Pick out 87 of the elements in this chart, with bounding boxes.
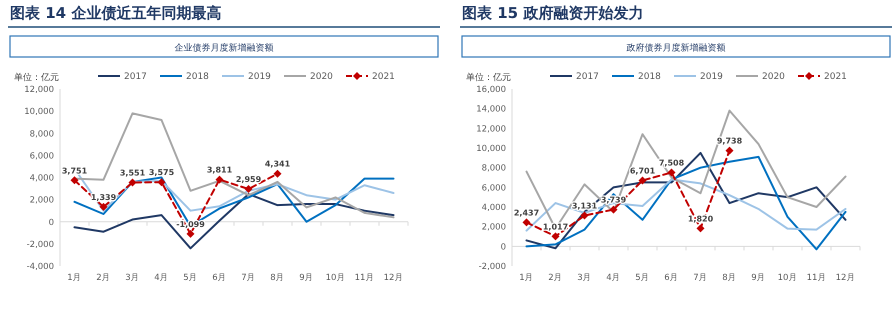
x-tick-label: 10月 [778, 273, 798, 283]
legend-label: 2021 [824, 72, 847, 82]
y-tick-label: 16,000 [476, 85, 506, 95]
y-axis-title: 单位：亿元 [466, 72, 511, 83]
data-label: 9,738 [716, 136, 743, 146]
chart-subtitle: 企业债券月度新增融资额 [174, 42, 274, 54]
legend-label: 2020 [762, 72, 786, 82]
legend-label: 2019 [700, 72, 724, 82]
x-tick-label: 4月 [606, 273, 621, 283]
y-tick-label: 0 [48, 218, 54, 228]
data-label: 3,751 [62, 166, 88, 176]
x-tick-label: 8月 [722, 273, 737, 283]
legend-label: 2021 [372, 72, 395, 82]
point [668, 168, 676, 177]
data-label: 2,959 [236, 175, 262, 184]
data-label: 7,508 [658, 158, 685, 168]
legend-label: 2019 [248, 72, 272, 82]
point [244, 185, 252, 194]
point [158, 178, 166, 186]
x-tick-label: 6月 [664, 273, 679, 283]
data-label: 4,341 [264, 160, 291, 169]
y-tick-label: 2,000 [30, 196, 54, 206]
y-tick-label: 6,000 [30, 151, 54, 162]
point [552, 232, 560, 240]
y-tick-label: 4,000 [482, 203, 506, 213]
x-tick-label: 7月 [693, 273, 708, 283]
data-label: 3,551 [120, 168, 146, 178]
y-tick-label: 8,000 [30, 129, 54, 140]
data-label: 6,701 [630, 166, 656, 176]
legend-label: 2017 [124, 72, 147, 82]
y-tick-label: 12,000 [24, 85, 54, 95]
point [696, 224, 704, 232]
point [726, 146, 734, 155]
point [274, 170, 282, 178]
y-tick-label: 8,000 [482, 164, 506, 174]
data-label: 3,575 [148, 168, 175, 178]
point [186, 230, 194, 238]
x-tick-label: 9月 [751, 273, 766, 283]
x-tick-label: 10月 [326, 273, 346, 283]
legend-label: 2018 [638, 72, 662, 82]
x-tick-label: 2月 [96, 273, 111, 283]
legend-label: 2017 [576, 72, 599, 82]
x-tick-label: 11月 [354, 273, 374, 283]
y-tick-label: 4,000 [30, 174, 54, 184]
x-tick-label: 9月 [299, 273, 314, 283]
point [100, 202, 108, 211]
y-tick-label: 12,000 [476, 124, 506, 134]
data-label: 3,811 [206, 166, 233, 175]
point [128, 178, 136, 186]
y-axis-title: 单位：亿元 [14, 72, 59, 83]
x-tick-label: 4月 [154, 273, 169, 283]
data-label: 2,437 [514, 208, 540, 218]
x-tick-label: 5月 [635, 273, 650, 283]
x-tick-label: 8月 [270, 273, 285, 283]
data-label: 1,017 [542, 222, 568, 232]
x-tick-label: 2月 [548, 273, 563, 283]
x-tick-label: 1月 [519, 273, 534, 283]
y-tick-label: 14,000 [476, 104, 506, 115]
legend-label: 2018 [186, 72, 210, 82]
y-tick-label: -4,000 [26, 262, 54, 272]
x-tick-label: 12月 [836, 273, 856, 283]
x-tick-label: 12月 [384, 273, 404, 283]
y-tick-label: 6,000 [482, 183, 506, 194]
point [610, 206, 618, 214]
chart-subtitle: 政府债券月度新增融资额 [626, 42, 726, 54]
point [216, 176, 224, 184]
point [522, 218, 530, 226]
x-tick-label: 5月 [183, 273, 198, 283]
x-tick-label: 11月 [806, 273, 826, 283]
y-tick-label: -2,000 [478, 262, 506, 272]
chart-title: 图表 14 企业债近五年同期最高 [10, 4, 222, 22]
y-tick-label: 0 [500, 242, 506, 252]
x-tick-label: 7月 [241, 273, 256, 283]
legend-label: 2020 [310, 72, 334, 82]
x-tick-label: 6月 [212, 273, 227, 283]
y-tick-label: 2,000 [482, 222, 506, 233]
y-tick-label: 10,000 [476, 144, 506, 154]
y-tick-label: -2,000 [26, 240, 54, 250]
y-tick-label: 10,000 [24, 107, 54, 118]
x-tick-label: 1月 [67, 273, 82, 283]
point [580, 212, 588, 220]
line-series [74, 193, 394, 250]
chart-title: 图表 15 政府融资开始发力 [462, 4, 644, 22]
point [638, 176, 646, 184]
x-tick-label: 3月 [577, 273, 592, 283]
point [70, 176, 78, 184]
x-tick-label: 3月 [125, 273, 140, 283]
